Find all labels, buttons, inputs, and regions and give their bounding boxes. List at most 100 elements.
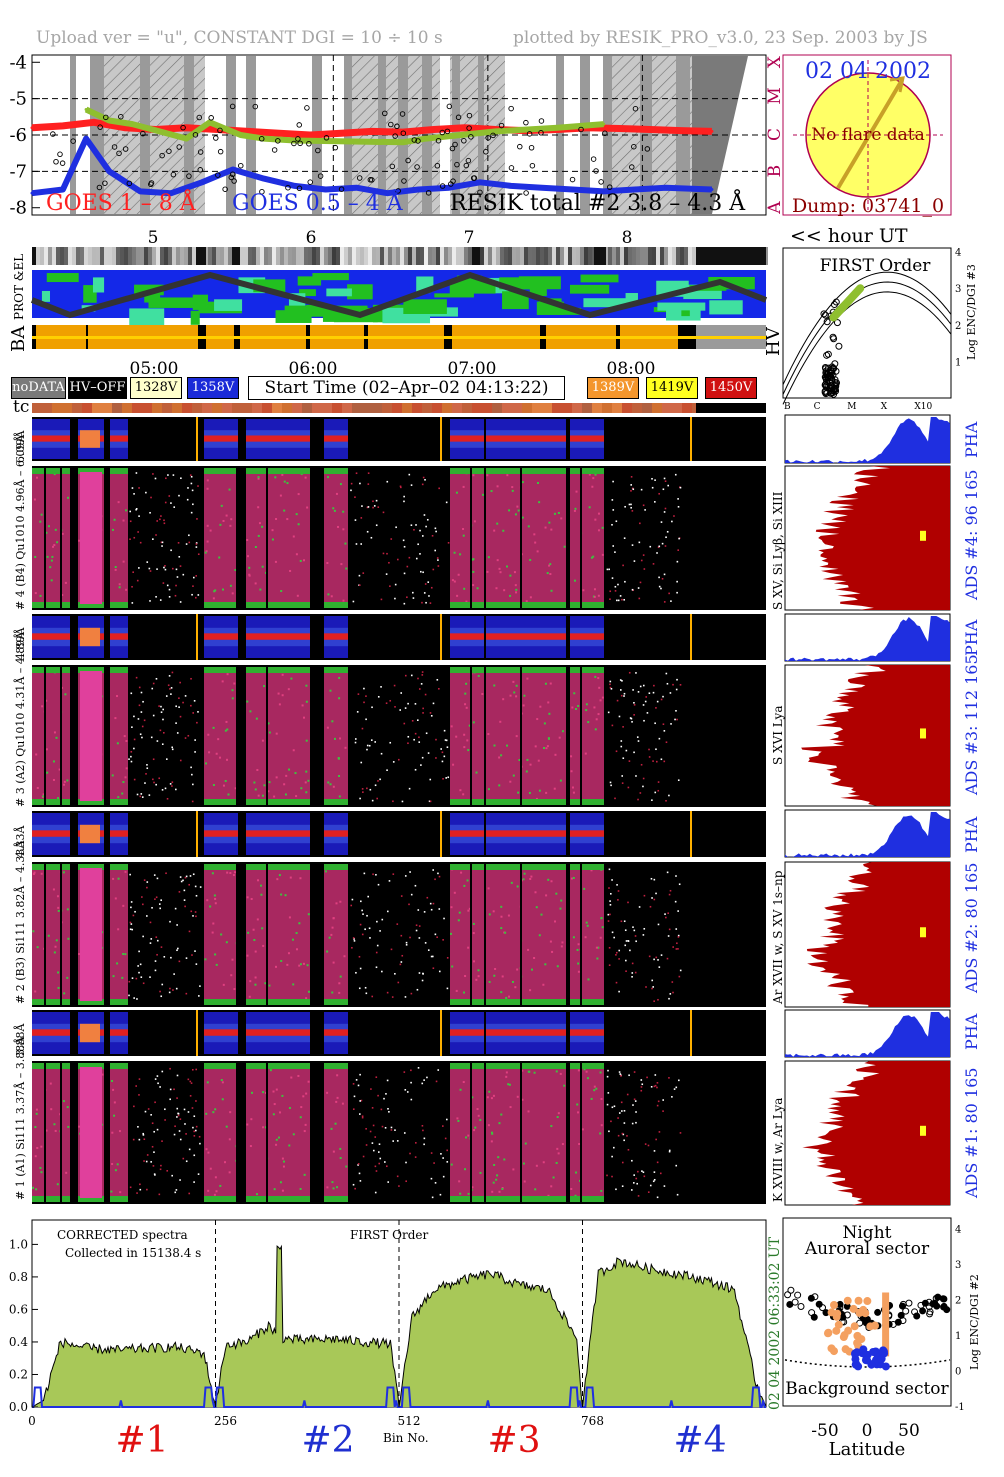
- latitude-point: [874, 1308, 882, 1316]
- greyscale-cell: [332, 247, 336, 265]
- spectrogram-speckle: [513, 691, 516, 694]
- spectrogram-dot: [421, 1082, 424, 1085]
- resik-point: [399, 111, 406, 117]
- series-point-1: [385, 191, 389, 195]
- spectrogram-speckle: [256, 769, 259, 772]
- pha-strip-line: [570, 1029, 604, 1036]
- spectrogram-dot: [145, 491, 147, 494]
- spectrogram-dot: [630, 506, 632, 509]
- spectrogram-speckle: [61, 532, 64, 535]
- spectrogram-dot: [677, 498, 679, 500]
- spectrogram-dot: [368, 927, 371, 930]
- resik-point: [593, 168, 599, 174]
- spectrogram-speckle: [214, 902, 217, 905]
- spectrogram-speckle: [250, 897, 253, 900]
- greyscale-dark-cell: [196, 247, 206, 265]
- resik-point: [454, 161, 460, 168]
- resik-point: [444, 128, 451, 135]
- spectrogram-dot: [197, 1173, 200, 1175]
- spectrogram-speckle: [233, 988, 236, 991]
- spectrogram-dot: [350, 489, 352, 492]
- spectrogram-speckle: [515, 684, 518, 687]
- spectrogram-dot: [613, 936, 615, 939]
- spectrogram-dot: [194, 950, 196, 952]
- spectrogram-dot: [131, 585, 133, 588]
- spectrogram-dot: [195, 1125, 198, 1128]
- resik-point: [103, 114, 109, 121]
- spectrogram-dot: [155, 596, 157, 598]
- spectrogram-speckle: [297, 1074, 300, 1077]
- spectrogram-dot: [617, 599, 620, 602]
- spectrogram-dot: [656, 1196, 659, 1199]
- spectrogram-speckle: [121, 976, 124, 979]
- spectrogram-dot: [375, 951, 378, 954]
- spectrogram-dot: [179, 1118, 182, 1120]
- greyscale-cell: [588, 247, 592, 265]
- spectrogram-dot: [168, 675, 171, 677]
- latitude-orange-point: [850, 1322, 859, 1331]
- spectrogram-speckle: [556, 965, 559, 968]
- spectrogram-dot: [410, 1069, 412, 1072]
- spectrogram-gap: [470, 1061, 472, 1204]
- pha-strip-line: [246, 1029, 310, 1036]
- spectrum-ytick-label: 0.4: [9, 1335, 28, 1349]
- prot-patch: [214, 299, 243, 311]
- resik-point: [122, 146, 129, 152]
- resik-point: [401, 178, 407, 184]
- spectrogram-dot: [609, 683, 611, 686]
- spectrum-ytick-label: 0.6: [9, 1302, 28, 1316]
- spectrogram-speckle: [597, 594, 600, 597]
- spectrogram-edge: [110, 864, 128, 870]
- spectrogram-dot: [354, 741, 357, 744]
- spectrogram-dot: [665, 536, 667, 539]
- resik-point: [176, 144, 182, 150]
- spectrogram-edge: [78, 667, 104, 673]
- spectrogram-dot: [190, 482, 193, 485]
- spectrogram-speckle: [463, 733, 466, 736]
- spectrogram-speckle: [49, 1082, 52, 1085]
- spectrogram-dot: [184, 876, 187, 879]
- spectrogram-speckle: [499, 571, 502, 574]
- spectrogram-edge: [486, 1063, 566, 1069]
- spectrogram-speckle: [468, 724, 471, 727]
- spectrogram-dot: [359, 967, 362, 970]
- spectrogram-dot: [616, 599, 618, 602]
- greyscale-cell: [180, 247, 184, 265]
- first-order-point: [830, 301, 838, 309]
- spectrogram-edge: [570, 999, 604, 1005]
- spectrogram-speckle: [221, 1098, 224, 1101]
- greyscale-cell: [500, 247, 504, 265]
- resik-point: [196, 114, 202, 121]
- greyscale-cell: [120, 247, 124, 265]
- spectrogram-speckle: [282, 1160, 285, 1163]
- spectrogram-speckle: [581, 1128, 584, 1131]
- spectrogram-dot: [654, 1074, 657, 1076]
- greyscale-cell: [216, 247, 220, 265]
- spectrogram-edge: [32, 468, 70, 474]
- spectrogram-speckle: [600, 1124, 603, 1127]
- spectrogram-dot: [627, 1148, 630, 1151]
- spectrogram-dot: [179, 1179, 181, 1181]
- spectrogram-speckle: [262, 1126, 265, 1129]
- spectrogram-dot: [168, 991, 171, 994]
- spectrogram-edge: [246, 468, 310, 474]
- greyscale-cell: [308, 247, 312, 265]
- spectrogram-speckle: [594, 473, 597, 476]
- spectrogram-dot: [169, 1088, 172, 1091]
- spectrogram-speckle: [294, 772, 297, 775]
- greyscale-cell: [420, 247, 424, 265]
- greyscale-cell: [396, 247, 400, 265]
- spectrogram-dot: [631, 510, 634, 512]
- spectrogram-speckle: [54, 945, 57, 948]
- resik-point: [59, 160, 66, 166]
- spectrogram-dot: [156, 953, 158, 956]
- spectrogram-dot: [643, 719, 645, 722]
- spectrogram-dot: [641, 1083, 644, 1086]
- spectrogram-dot: [195, 596, 197, 599]
- spectrogram-dot: [628, 503, 631, 506]
- spectrogram-dot: [621, 680, 623, 682]
- spectrogram-dot: [610, 784, 612, 787]
- spectrogram-dot: [668, 1150, 671, 1153]
- spectrogram-speckle: [46, 555, 49, 558]
